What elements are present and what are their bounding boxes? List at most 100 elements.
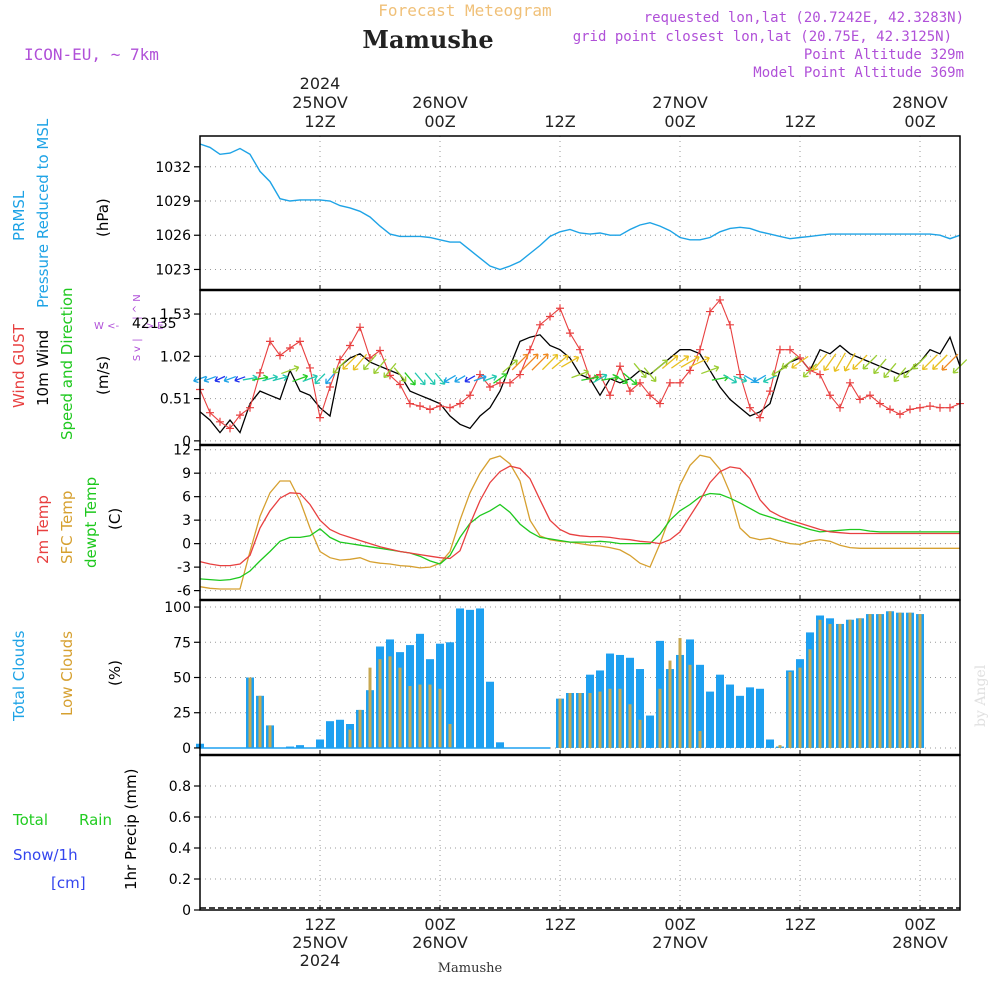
pressure-label-prmsl: PRMSL <box>10 190 28 241</box>
gust-point <box>486 382 494 391</box>
gust-point <box>316 413 324 422</box>
wind-arrow-head <box>532 353 539 360</box>
bar-low-cloud <box>878 614 882 748</box>
wind-arrow-head <box>640 372 647 379</box>
y-tick-label: 6 <box>182 490 191 506</box>
wind-arrow <box>414 372 426 386</box>
wind-arrow-head <box>731 377 738 384</box>
grid-layer <box>200 136 960 911</box>
bar-low-cloud <box>568 693 572 748</box>
wind-arrow <box>711 376 729 381</box>
gust-point <box>916 403 924 412</box>
bar-low-cloud <box>918 614 922 748</box>
wind-arrow <box>393 367 407 382</box>
bar-low-cloud <box>438 688 442 748</box>
wind-arrow <box>893 367 907 382</box>
wind-arrow-head <box>332 367 339 374</box>
gust-point <box>546 312 554 321</box>
wind-arrow <box>272 376 288 382</box>
wind-side-labels: Wind GUST 10m Wind Speed and Direction (… <box>10 287 177 440</box>
gust-point <box>326 382 334 391</box>
temp-side-labels: 2m Temp SFC Temp dewpt Temp (C) <box>34 477 124 568</box>
y-tick-label: 75 <box>173 635 191 651</box>
bar-low-cloud <box>668 660 672 748</box>
gust-point <box>356 323 364 332</box>
wind-arrow <box>551 354 569 370</box>
clouds-label-low: Low Clouds <box>58 631 76 716</box>
wind-arrow-head <box>662 359 668 366</box>
time-label-top: 28NOV <box>892 93 948 112</box>
wind-arrow <box>363 354 377 370</box>
gust-point <box>436 402 444 411</box>
pressure-label-msl: Pressure Reduced to MSL <box>34 118 52 308</box>
gust-point <box>766 387 774 396</box>
gust-point <box>256 368 264 377</box>
time-label-bottom: 00Z <box>664 915 695 934</box>
clouds-label-total: Total Clouds <box>10 630 28 722</box>
wind-arrow-head <box>429 379 436 386</box>
temp-label-sfc: SFC Temp <box>58 491 76 564</box>
gust-point <box>426 405 434 414</box>
wind-arrow <box>483 375 497 382</box>
gust-point <box>536 320 544 329</box>
wind-arrow-head <box>464 376 471 383</box>
bar-total-cloud <box>476 608 484 748</box>
wind-arrow-head <box>234 376 240 383</box>
gust-point <box>656 399 664 408</box>
bar-low-cloud <box>608 688 612 748</box>
bar-low-cloud <box>448 724 452 748</box>
bar-low-cloud <box>618 688 622 748</box>
wind-arrow-head <box>753 377 760 384</box>
gust-point <box>716 295 724 304</box>
axis-layer: 102310261029103200.511.021.53-6-30369120… <box>155 74 947 970</box>
wind-arrow-head <box>363 364 369 371</box>
temp-unit-label: (C) <box>106 508 124 530</box>
gust-point <box>516 370 524 379</box>
y-tick-label: 100 <box>164 600 191 616</box>
bar-low-cloud <box>378 659 382 748</box>
y-tick-label: 0.6 <box>169 810 191 826</box>
wind-arrow <box>633 362 647 378</box>
gust-point <box>746 403 754 412</box>
time-label-bottom: 12Z <box>544 915 575 934</box>
time-label-bottom: 00Z <box>424 915 455 934</box>
wind-arrow-head <box>373 368 379 375</box>
y-tick-label: 1023 <box>155 262 191 278</box>
gust-point <box>216 417 224 426</box>
time-label-top: 12Z <box>784 112 815 131</box>
wind-arrow <box>671 355 689 369</box>
bar-low-cloud <box>698 731 702 748</box>
gust-point <box>576 345 584 354</box>
time-label-top: 12Z <box>304 112 335 131</box>
time-label-bottom: 12Z <box>784 915 815 934</box>
wind-arrow-head <box>314 378 321 385</box>
gust-point <box>866 391 874 400</box>
gust-point <box>626 387 634 396</box>
wind-arrow-head <box>342 364 348 370</box>
panel-frame-temp <box>199 444 961 601</box>
bar-total-cloud <box>696 664 704 748</box>
wind-arrow <box>771 365 789 376</box>
y-tick-label: 0 <box>182 434 191 450</box>
wind-arrow-head <box>862 363 869 370</box>
gust-point <box>526 345 534 354</box>
bar-low-cloud <box>678 638 682 748</box>
panel-frame-pressure <box>199 135 961 291</box>
bar-low-cloud <box>598 691 602 748</box>
gust-point <box>606 391 614 400</box>
wind-arrow <box>723 374 737 384</box>
wind-arrow <box>252 376 268 381</box>
gust-point <box>666 378 674 387</box>
bar-low-cloud <box>898 612 902 748</box>
y-tick-label: 0.2 <box>169 872 191 888</box>
wind-unit-label: (m/s) <box>94 356 112 395</box>
model-name: ICON-EU, ~ 7km <box>24 45 159 64</box>
wind-arrow-head <box>713 365 720 372</box>
wind-arrow <box>883 362 897 378</box>
wind-arrow <box>404 372 416 386</box>
gust-point <box>246 403 254 412</box>
bar-total-cloud <box>626 657 634 748</box>
series-line-dewpt <box>199 492 960 582</box>
wind-arrow-head <box>631 379 638 385</box>
